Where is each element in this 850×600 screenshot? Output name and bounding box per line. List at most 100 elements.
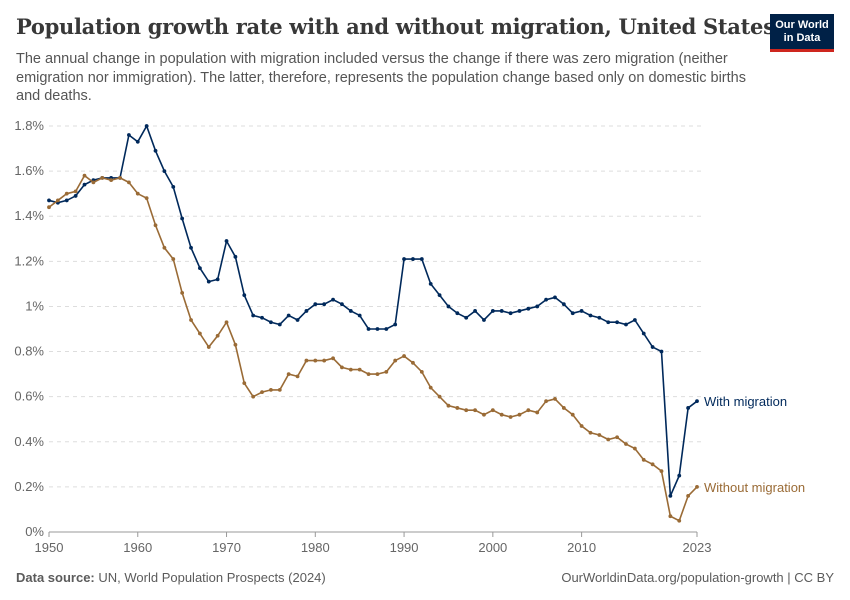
data-point — [144, 124, 149, 128]
data-point — [47, 205, 51, 210]
y-tick-label: 0.8% — [14, 344, 44, 359]
data-point — [419, 257, 424, 261]
data-point — [686, 406, 691, 410]
data-point — [47, 198, 51, 203]
data-point — [517, 412, 522, 417]
data-point — [295, 318, 300, 322]
data-point — [206, 345, 211, 349]
data-point — [277, 322, 282, 327]
data-point — [331, 297, 335, 302]
data-point — [650, 462, 655, 467]
data-point — [162, 169, 167, 174]
data-point — [340, 365, 344, 370]
data-point — [499, 412, 504, 417]
data-point — [348, 367, 353, 372]
data-point — [100, 175, 105, 180]
data-point — [402, 257, 406, 261]
data-point — [561, 406, 566, 410]
y-tick-label: 1.2% — [14, 253, 44, 268]
source-text: UN, World Population Prospects (2024) — [98, 570, 326, 585]
data-point — [366, 372, 371, 377]
data-point — [393, 322, 398, 327]
data-point — [224, 320, 229, 325]
data-point — [508, 415, 513, 419]
chart-subtitle: The annual change in population with mig… — [16, 51, 746, 104]
data-point — [535, 410, 540, 415]
data-point — [615, 320, 620, 325]
data-point — [526, 408, 531, 413]
data-point — [570, 412, 575, 417]
data-point — [624, 322, 628, 327]
data-point — [153, 223, 158, 228]
data-point — [322, 302, 327, 307]
data-point — [650, 345, 655, 349]
x-tick-label: 1970 — [212, 540, 241, 555]
data-point — [215, 333, 220, 338]
data-point — [91, 180, 96, 185]
data-point — [535, 304, 540, 309]
data-point — [668, 494, 673, 498]
data-point — [579, 424, 584, 428]
y-tick-label: 0.6% — [14, 389, 44, 404]
data-point — [286, 372, 291, 377]
data-point — [73, 189, 78, 194]
logo-line-2: in Data — [783, 32, 821, 44]
data-point — [260, 315, 264, 320]
data-point — [411, 257, 415, 261]
data-point — [313, 302, 318, 307]
y-tick-label: 0.2% — [14, 479, 44, 494]
y-tick-label: 0% — [25, 524, 44, 539]
data-point — [82, 173, 87, 178]
data-point — [490, 309, 495, 313]
data-point — [269, 320, 273, 325]
y-tick-label: 0.4% — [14, 434, 44, 449]
data-point — [455, 406, 460, 410]
data-point — [446, 403, 451, 408]
data-point — [313, 358, 318, 363]
data-point — [304, 358, 309, 363]
data-point — [473, 309, 477, 313]
data-point — [171, 257, 176, 261]
data-point — [251, 313, 256, 318]
data-point — [135, 191, 140, 196]
data-point — [411, 360, 415, 365]
x-tick-label: 2010 — [567, 540, 596, 555]
data-point — [677, 518, 682, 523]
data-point — [464, 315, 469, 320]
data-point — [144, 196, 149, 201]
data-point — [570, 311, 575, 316]
data-point — [340, 302, 344, 307]
footer-link[interactable]: OurWorldinData.org/population-growth | C… — [561, 570, 834, 585]
data-point — [331, 356, 335, 361]
data-point — [322, 358, 327, 363]
data-point — [189, 245, 193, 250]
data-point — [366, 327, 371, 331]
data-point — [588, 313, 593, 318]
data-point — [242, 293, 247, 298]
data-point — [437, 394, 442, 399]
y-tick-label: 1% — [25, 298, 44, 313]
data-point — [659, 349, 664, 354]
data-point — [180, 216, 185, 221]
data-point — [686, 494, 691, 498]
data-point — [198, 266, 202, 270]
data-point — [189, 318, 193, 322]
logo-line-1: Our World — [775, 19, 829, 31]
data-point — [215, 277, 220, 282]
y-tick-label: 1.8% — [14, 118, 44, 133]
data-point — [632, 318, 637, 322]
data-point — [428, 281, 433, 286]
data-point — [304, 309, 309, 313]
data-source: Data source: UN, World Population Prospe… — [16, 570, 326, 585]
owid-logo[interactable]: Our World in Data — [770, 14, 834, 52]
data-point — [482, 318, 486, 322]
data-point — [695, 484, 699, 489]
data-point — [251, 394, 256, 399]
data-point — [490, 408, 495, 413]
data-point — [348, 309, 353, 313]
data-point — [357, 313, 362, 318]
data-point — [402, 354, 406, 358]
data-point — [632, 446, 637, 451]
data-point — [277, 388, 282, 392]
